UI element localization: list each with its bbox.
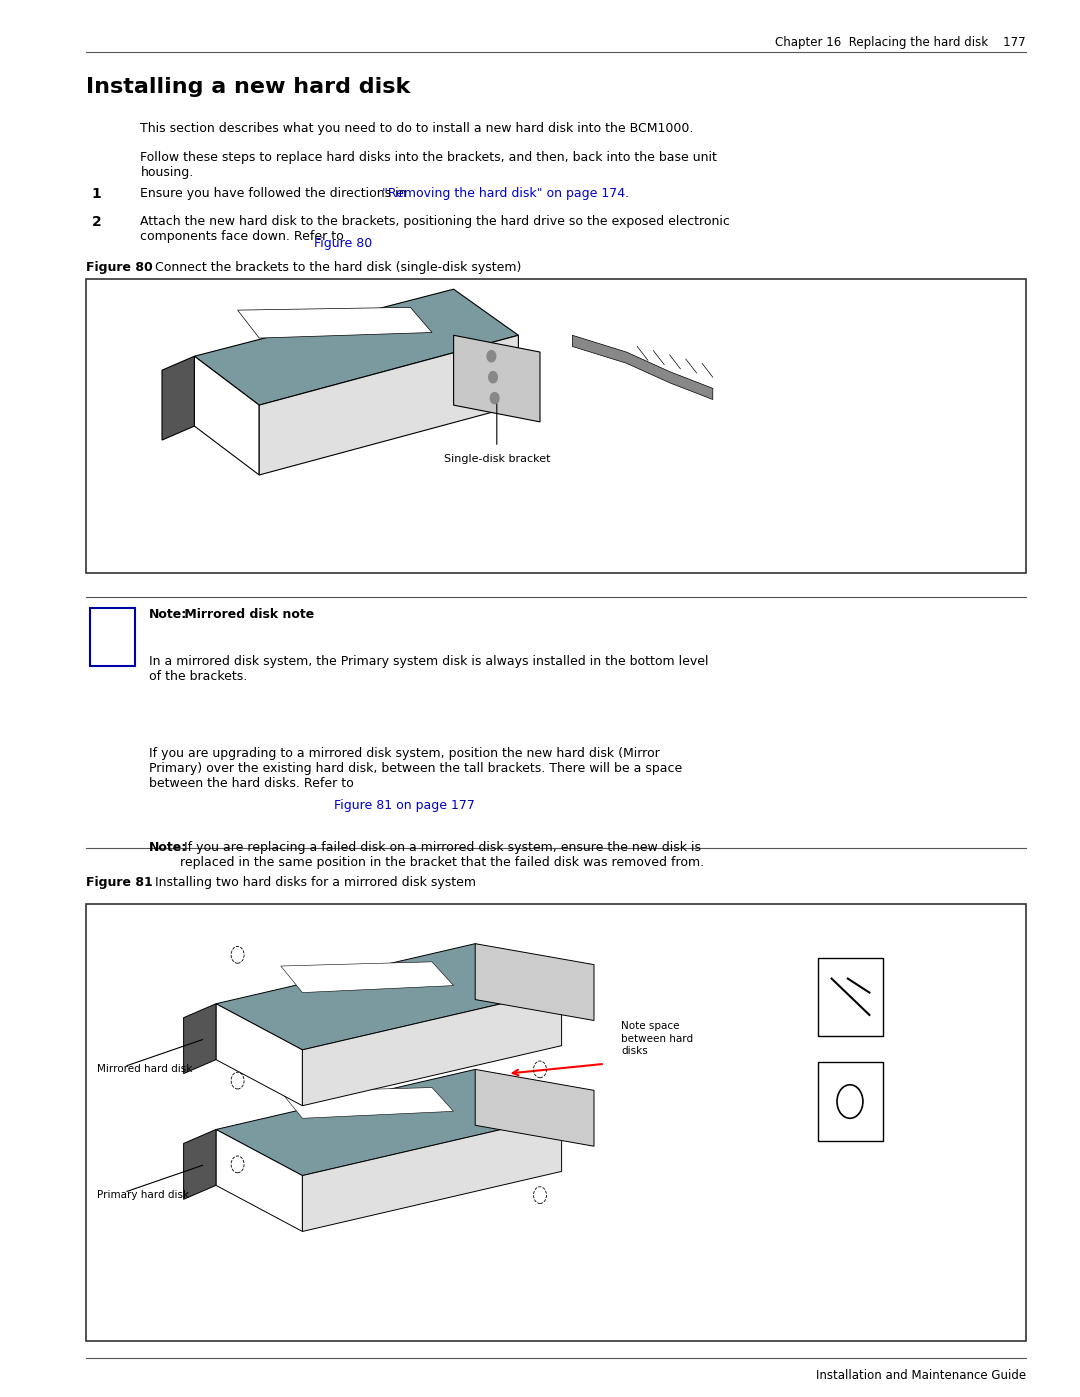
Text: Figure 80: Figure 80 (86, 261, 153, 274)
Text: Installing a new hard disk: Installing a new hard disk (86, 77, 410, 96)
FancyBboxPatch shape (818, 1063, 883, 1140)
Text: If you are replacing a failed disk on a mirrored disk system, ensure the new dis: If you are replacing a failed disk on a … (180, 841, 704, 869)
Polygon shape (302, 989, 562, 1106)
Text: Connect the brackets to the hard disk (single-disk system): Connect the brackets to the hard disk (s… (143, 261, 522, 274)
Text: This section describes what you need to do to install a new hard disk into the B: This section describes what you need to … (140, 122, 693, 134)
Text: Installation and Maintenance Guide: Installation and Maintenance Guide (815, 1369, 1026, 1382)
Text: In a mirrored disk system, the Primary system disk is always installed in the bo: In a mirrored disk system, the Primary s… (149, 655, 708, 683)
Text: .: . (453, 799, 457, 812)
Text: Note space
between hard
disks: Note space between hard disks (621, 1021, 693, 1056)
FancyBboxPatch shape (86, 904, 1026, 1341)
Circle shape (490, 393, 499, 404)
Text: Figure 81: Figure 81 (86, 876, 153, 888)
Polygon shape (216, 1129, 302, 1232)
Polygon shape (238, 307, 432, 338)
Circle shape (487, 351, 496, 362)
Text: 1: 1 (92, 187, 102, 201)
FancyBboxPatch shape (818, 958, 883, 1037)
Text: Note:: Note: (149, 608, 187, 620)
FancyBboxPatch shape (86, 279, 1026, 573)
Text: "Removing the hard disk" on page 174.: "Removing the hard disk" on page 174. (382, 187, 629, 200)
Polygon shape (162, 356, 194, 440)
Polygon shape (216, 1003, 302, 1106)
Text: Figure 80: Figure 80 (314, 237, 373, 250)
Text: Single-disk bracket: Single-disk bracket (444, 454, 550, 464)
Circle shape (489, 372, 497, 383)
Text: Mirrored hard disk: Mirrored hard disk (97, 1065, 192, 1074)
Text: Follow these steps to replace hard disks into the brackets, and then, back into : Follow these steps to replace hard disks… (140, 151, 717, 179)
Polygon shape (281, 961, 454, 992)
Text: Primary hard disk: Primary hard disk (97, 1190, 189, 1200)
Text: Chapter 16  Replacing the hard disk    177: Chapter 16 Replacing the hard disk 177 (775, 36, 1026, 49)
Text: If you are upgrading to a mirrored disk system, position the new hard disk (Mirr: If you are upgrading to a mirrored disk … (149, 747, 683, 791)
Text: Ensure you have followed the directions in: Ensure you have followed the directions … (140, 187, 410, 200)
Text: 2: 2 (92, 215, 102, 229)
Polygon shape (216, 944, 562, 1051)
Polygon shape (259, 335, 518, 475)
Text: Mirrored disk note: Mirrored disk note (180, 608, 314, 620)
Polygon shape (475, 944, 594, 1020)
Polygon shape (281, 1087, 454, 1118)
Text: Figure 81 on page 177: Figure 81 on page 177 (335, 799, 475, 812)
Text: Installing two hard disks for a mirrored disk system: Installing two hard disks for a mirrored… (143, 876, 476, 888)
Polygon shape (194, 289, 518, 405)
FancyBboxPatch shape (90, 608, 135, 666)
Polygon shape (216, 1070, 562, 1176)
Polygon shape (184, 1129, 216, 1199)
Polygon shape (194, 356, 259, 475)
Polygon shape (454, 335, 540, 422)
Polygon shape (475, 1070, 594, 1146)
Polygon shape (184, 1003, 216, 1074)
Text: Note:: Note: (149, 841, 187, 854)
Text: Attach the new hard disk to the brackets, positioning the hard drive so the expo: Attach the new hard disk to the brackets… (140, 215, 730, 243)
Text: .: . (365, 237, 369, 250)
Polygon shape (302, 1115, 562, 1232)
Polygon shape (572, 335, 713, 400)
